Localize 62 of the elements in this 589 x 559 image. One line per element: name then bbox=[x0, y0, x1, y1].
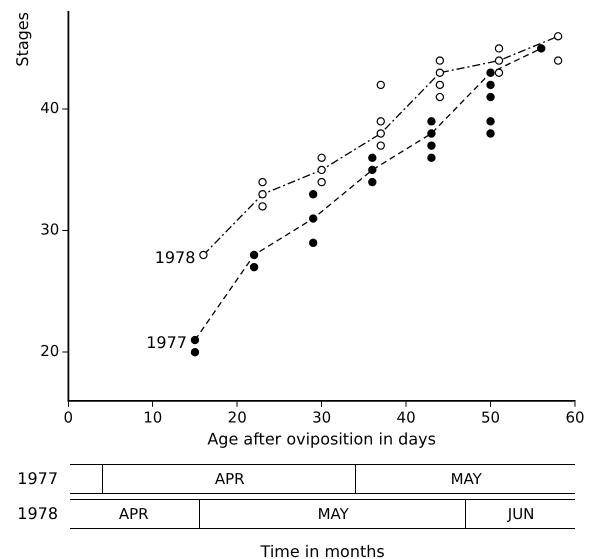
point bbox=[317, 166, 326, 174]
point bbox=[427, 141, 436, 150]
text: MAY bbox=[355, 465, 576, 493]
y-axis-title: Stages bbox=[12, 12, 32, 67]
x-tick-label: 60 bbox=[565, 408, 585, 427]
point bbox=[486, 68, 495, 77]
point bbox=[427, 117, 436, 126]
text: APR bbox=[102, 465, 356, 493]
text: JUN bbox=[465, 500, 576, 528]
point bbox=[190, 348, 200, 356]
y-tick-label: 20 bbox=[40, 342, 60, 360]
point bbox=[309, 190, 318, 198]
point bbox=[368, 154, 377, 162]
text: MAY bbox=[199, 500, 466, 528]
point bbox=[436, 68, 444, 77]
text: 1978 bbox=[16, 503, 58, 525]
point bbox=[436, 92, 444, 102]
point bbox=[486, 80, 495, 90]
point bbox=[427, 154, 436, 162]
text: 1977 bbox=[16, 468, 58, 490]
point bbox=[368, 178, 377, 186]
point bbox=[258, 202, 267, 211]
y-tick-label: 30 bbox=[40, 220, 60, 239]
point bbox=[368, 166, 377, 174]
point bbox=[250, 262, 258, 272]
y-tick-label: 40 bbox=[40, 99, 60, 118]
point bbox=[309, 238, 318, 248]
point bbox=[494, 44, 504, 53]
point bbox=[436, 80, 444, 90]
point bbox=[486, 117, 495, 126]
text: APR bbox=[118, 504, 150, 525]
point bbox=[554, 32, 562, 40]
series-label: 1978 bbox=[154, 248, 196, 268]
point bbox=[486, 92, 495, 102]
x-tick-label: 10 bbox=[143, 408, 162, 427]
point bbox=[427, 129, 436, 138]
point bbox=[494, 56, 504, 65]
x-tick-label: 40 bbox=[396, 408, 416, 427]
point bbox=[250, 250, 258, 260]
point bbox=[199, 250, 208, 260]
point bbox=[436, 56, 444, 65]
x-tick-label: 50 bbox=[481, 408, 500, 427]
text: Time in months bbox=[260, 542, 386, 559]
point bbox=[258, 178, 267, 186]
point bbox=[317, 154, 326, 162]
x-tick-label: 30 bbox=[312, 408, 332, 427]
point bbox=[554, 56, 562, 65]
point bbox=[317, 178, 326, 186]
x-tick-label: 0 bbox=[64, 408, 74, 427]
point bbox=[376, 141, 385, 150]
point bbox=[376, 117, 385, 126]
point bbox=[190, 336, 200, 344]
point bbox=[376, 80, 385, 90]
series-label: 1977 bbox=[146, 333, 187, 352]
point bbox=[486, 129, 495, 138]
point bbox=[537, 44, 546, 53]
x-tick-label: 20 bbox=[228, 408, 247, 427]
point bbox=[258, 190, 267, 198]
point bbox=[309, 214, 318, 223]
x-axis-title: Age after oviposition in days bbox=[207, 430, 436, 449]
point bbox=[494, 68, 504, 77]
point bbox=[376, 129, 385, 138]
